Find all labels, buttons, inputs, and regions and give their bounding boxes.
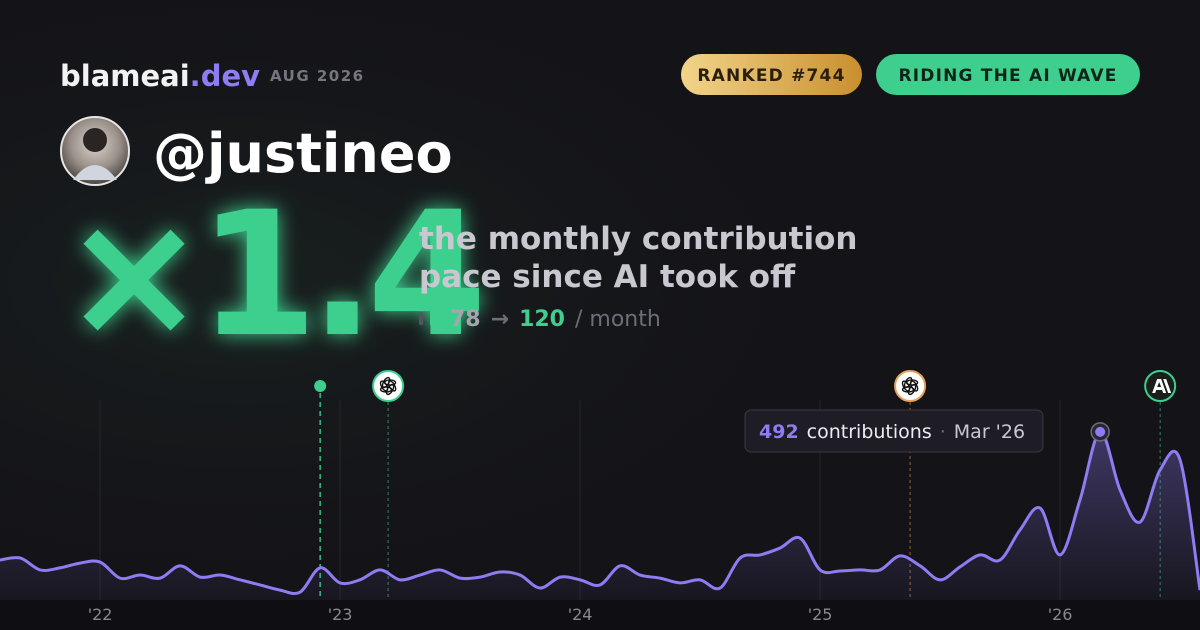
avatar-figure bbox=[73, 165, 117, 180]
event-icon bbox=[1144, 370, 1177, 402]
tooltip-separator: · bbox=[940, 421, 946, 443]
event-glyph bbox=[381, 376, 391, 389]
pace-unit: / month bbox=[575, 307, 661, 332]
tooltip-value: 492 bbox=[759, 421, 799, 443]
x-tick-label: '22 bbox=[88, 605, 113, 624]
tooltip-date: Mar '26 bbox=[954, 421, 1025, 443]
tooltip-text: 492 contributions · Mar '26 bbox=[759, 421, 1025, 443]
x-tick-label: '23 bbox=[328, 605, 353, 624]
description-line: the monthly contribution bbox=[419, 221, 857, 257]
pace: 78 → 120 / month bbox=[450, 307, 661, 332]
highlight-point bbox=[1095, 426, 1106, 437]
tooltip bbox=[744, 409, 1044, 453]
line bbox=[0, 430, 1200, 596]
tooltip-label: contributions bbox=[807, 421, 932, 443]
event-icon bbox=[894, 370, 927, 402]
x-tick-label: '26 bbox=[1048, 605, 1073, 624]
area bbox=[0, 431, 1200, 600]
event-icon bbox=[372, 370, 405, 402]
event-glyph bbox=[903, 376, 913, 389]
x-tick-label: '24 bbox=[568, 605, 593, 624]
brand-tld: .dev bbox=[190, 59, 260, 93]
rank-badge-text: RANKED #744 bbox=[697, 66, 845, 86]
pace-before: 78 bbox=[450, 307, 481, 332]
event-glyph bbox=[905, 379, 919, 386]
handle: @justineo bbox=[153, 122, 453, 185]
pace-after: 120 bbox=[519, 307, 565, 332]
brand: blameai.dev bbox=[60, 59, 260, 93]
x-tick-label: '25 bbox=[808, 605, 833, 624]
chart: '22 '23 '24 '25 '26 492 contributions · Mar '26 bbox=[0, 370, 1200, 624]
date: AUG 2026 bbox=[270, 67, 365, 85]
pace-icon bbox=[419, 312, 423, 325]
pace-icon bbox=[430, 308, 436, 326]
event-dot bbox=[314, 380, 327, 392]
avatar-figure bbox=[83, 128, 107, 152]
pace-arrow: → bbox=[491, 307, 509, 332]
multiplier: ×1.4 bbox=[62, 174, 479, 375]
rank-badge bbox=[681, 54, 862, 95]
brand-name: blameai bbox=[60, 59, 190, 93]
event-glyph bbox=[383, 379, 397, 386]
x-axis-band bbox=[0, 600, 1200, 630]
description-line: pace since AI took off bbox=[419, 259, 796, 295]
wave-badge-text: RIDING THE AI WAVE bbox=[898, 66, 1117, 86]
wave-badge bbox=[876, 54, 1140, 95]
event-glyph bbox=[1152, 379, 1172, 393]
